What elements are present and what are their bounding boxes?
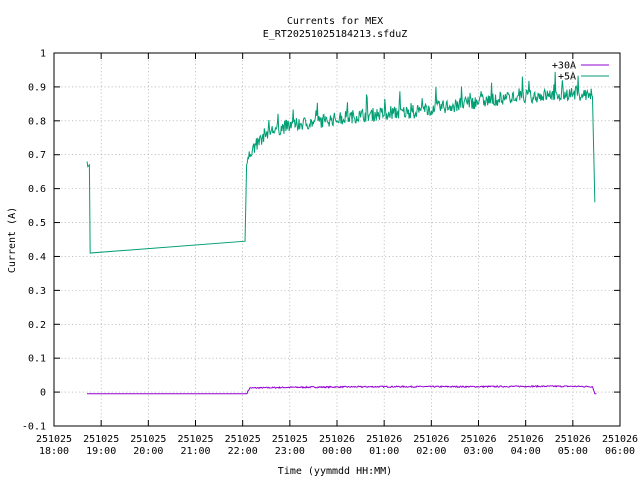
y-tick-label: 0 (40, 388, 46, 399)
y-tick-label: 0.6 (28, 184, 46, 195)
y-tick-label: 0.9 (28, 82, 46, 93)
x-tick-date: 251026 (508, 434, 544, 445)
grid-lines (54, 53, 620, 426)
series-line-30a (87, 384, 597, 395)
legend-label: +30A (552, 61, 576, 72)
x-tick-date: 251026 (602, 434, 638, 445)
x-tick-time: 04:00 (511, 446, 541, 457)
chart-subtitle: E_RT20251025184213.sfduZ (263, 29, 408, 40)
x-tick-time: 03:00 (463, 446, 493, 457)
x-tick-time: 23:00 (275, 446, 305, 457)
x-tick-time: 06:00 (605, 446, 635, 457)
x-tick-date: 251025 (177, 434, 213, 445)
x-tick-time: 22:00 (228, 446, 258, 457)
y-tick-label: 1 (40, 49, 46, 60)
y-axis-label: Current (A) (7, 207, 18, 273)
x-axis-label: Time (yymmdd HH:MM) (278, 466, 392, 477)
x-tick-time: 02:00 (416, 446, 446, 457)
y-tick-label: 0.7 (28, 150, 46, 161)
legend: +30A+5A (552, 61, 609, 83)
axis-ticks: -0.100.10.20.30.40.50.60.70.80.912510251… (22, 49, 638, 458)
x-tick-date: 251025 (83, 434, 119, 445)
plot-frame (53, 52, 621, 427)
legend-label: +5A (558, 72, 576, 83)
y-tick-label: -0.1 (22, 422, 46, 433)
x-tick-date: 251026 (366, 434, 402, 445)
y-tick-label: 0.8 (28, 116, 46, 127)
x-tick-date: 251025 (225, 434, 261, 445)
x-tick-date: 251026 (555, 434, 591, 445)
y-tick-label: 0.1 (28, 354, 46, 365)
x-tick-date: 251025 (130, 434, 166, 445)
x-tick-time: 01:00 (369, 446, 399, 457)
series-lines (86, 71, 597, 395)
x-tick-time: 18:00 (39, 446, 69, 457)
x-tick-date: 251026 (460, 434, 496, 445)
chart-title: Currents for MEX (287, 16, 383, 27)
x-tick-time: 00:00 (322, 446, 352, 457)
x-tick-date: 251025 (272, 434, 308, 445)
x-tick-date: 251026 (319, 434, 355, 445)
x-tick-time: 20:00 (133, 446, 163, 457)
y-tick-label: 0.5 (28, 218, 46, 229)
x-tick-date: 251025 (36, 434, 72, 445)
y-tick-label: 0.2 (28, 320, 46, 331)
x-tick-time: 21:00 (180, 446, 210, 457)
y-tick-label: 0.4 (28, 252, 46, 263)
x-tick-time: 05:00 (558, 446, 588, 457)
series-line-5a (86, 71, 596, 254)
x-tick-time: 19:00 (86, 446, 116, 457)
x-tick-date: 251026 (413, 434, 449, 445)
y-tick-label: 0.3 (28, 286, 46, 297)
